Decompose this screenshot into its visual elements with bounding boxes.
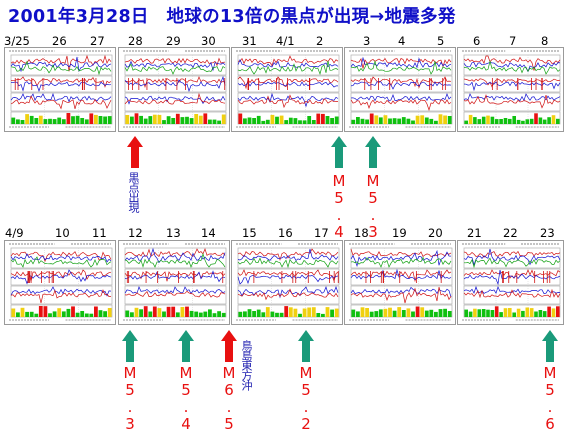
plot-graphic	[345, 48, 455, 128]
page-title: 2001年3月28日 地球の13倍の黒点が出現→地震多発	[8, 7, 456, 27]
region-label: 鳥島東方沖	[240, 340, 253, 390]
date-label: 6	[473, 34, 481, 48]
quake-magnitude: M6.5	[220, 364, 238, 432]
plot-panel	[344, 240, 456, 325]
quake-magnitude: M5.4	[330, 172, 348, 240]
plot-graphic	[458, 241, 563, 321]
date-label: 31	[242, 34, 257, 48]
red-arrow-icon	[221, 330, 237, 362]
red-arrow-icon	[127, 136, 143, 168]
plot-graphic	[232, 241, 342, 321]
date-label: 2	[316, 34, 324, 48]
plot-panel	[457, 240, 564, 325]
date-label: 7	[509, 34, 517, 48]
plot-graphic	[345, 241, 455, 321]
date-label: 21	[467, 226, 482, 240]
green-arrow-icon	[365, 136, 381, 168]
quake-magnitude: M5.3	[364, 172, 382, 240]
date-label: 17	[314, 226, 329, 240]
date-label: 4/1	[276, 34, 295, 48]
plot-panel	[118, 47, 230, 132]
date-label: 29	[166, 34, 181, 48]
green-arrow-icon	[298, 330, 314, 362]
date-label: 13	[166, 226, 181, 240]
plot-panel	[344, 47, 456, 132]
plot-graphic	[458, 48, 563, 128]
plot-graphic	[232, 48, 342, 128]
plot-graphic	[5, 48, 115, 128]
date-label: 28	[128, 34, 143, 48]
date-label: 5	[437, 34, 445, 48]
sunspot-label: 黒点出現	[127, 172, 140, 212]
date-label: 3	[363, 34, 371, 48]
date-label: 14	[201, 226, 216, 240]
date-label: 10	[55, 226, 70, 240]
date-label: 30	[201, 34, 216, 48]
quake-magnitude: M5.2	[297, 364, 315, 432]
quake-magnitude: M5.3	[121, 364, 139, 432]
plot-graphic	[119, 48, 229, 128]
plot-panel	[118, 240, 230, 325]
date-label: 15	[242, 226, 257, 240]
date-label: 18	[354, 226, 369, 240]
plot-panel	[457, 47, 564, 132]
green-arrow-icon	[542, 330, 558, 362]
date-label: 8	[541, 34, 549, 48]
date-label: 3/25	[4, 34, 30, 48]
plot-panel	[231, 47, 343, 132]
date-label: 26	[52, 34, 67, 48]
quake-magnitude: M5.4	[177, 364, 195, 432]
plot-panel	[4, 47, 116, 132]
date-label: 20	[428, 226, 443, 240]
green-arrow-icon	[331, 136, 347, 168]
green-arrow-icon	[178, 330, 194, 362]
date-label: 19	[392, 226, 407, 240]
date-label: 4	[398, 34, 406, 48]
date-label: 23	[540, 226, 555, 240]
quake-magnitude: M5.6	[541, 364, 559, 432]
date-label: 16	[278, 226, 293, 240]
plot-graphic	[119, 241, 229, 321]
date-label: 22	[503, 226, 518, 240]
date-label: 11	[92, 226, 107, 240]
green-arrow-icon	[122, 330, 138, 362]
date-label: 4/9	[5, 226, 24, 240]
plot-panel	[231, 240, 343, 325]
date-label: 27	[90, 34, 105, 48]
plot-graphic	[5, 241, 115, 321]
plot-panel	[4, 240, 116, 325]
date-label: 12	[128, 226, 143, 240]
